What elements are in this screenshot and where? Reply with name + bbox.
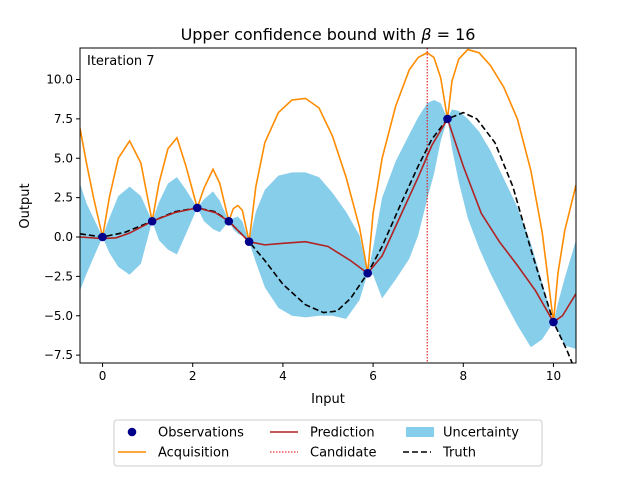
legend: Observations Acquisition Prediction Candida… xyxy=(113,419,543,467)
chart-title-beta: β xyxy=(420,25,431,44)
y-tick-label: 2.5 xyxy=(54,191,73,205)
observation-point xyxy=(443,114,452,124)
observation-point xyxy=(98,232,107,242)
x-tick-label: 4 xyxy=(279,369,287,383)
observation-point xyxy=(363,268,372,278)
uncertainty-band xyxy=(80,99,576,349)
chart-title: Upper confidence bound with β = 16 xyxy=(181,25,476,44)
observation-point xyxy=(147,216,157,226)
plot-area xyxy=(80,48,576,363)
legend-label: Truth xyxy=(442,446,476,461)
y-tick-label: 7.5 xyxy=(54,112,73,126)
x-tick-label: 0 xyxy=(99,369,107,383)
observation-point xyxy=(224,216,234,226)
legend-box xyxy=(113,419,543,467)
legend-item-uncertainty: Uncertainty xyxy=(406,426,519,441)
axes-frame xyxy=(79,47,577,364)
legend-item-candidate: Candidate xyxy=(270,446,376,461)
legend-label: Candidate xyxy=(310,446,376,461)
truth-line xyxy=(80,111,573,363)
x-tick-label: 8 xyxy=(459,369,467,383)
x-axis-label: Input xyxy=(311,392,345,407)
legend-swatch xyxy=(127,427,137,437)
y-tick-label: 10.0 xyxy=(46,73,73,87)
y-axis-label: Output xyxy=(18,183,33,228)
observation-point xyxy=(244,237,254,247)
legend-label: Observations xyxy=(158,426,244,441)
legend-label: Acquisition xyxy=(158,446,229,461)
legend-label: Uncertainty xyxy=(443,426,519,441)
x-tick-label: 2 xyxy=(189,369,197,383)
axis-ticks: 0 2 4 6 8 10 −7.5 −5.0 −2.5 0.0 2.5 5.0 7.5 10.0 xyxy=(44,73,561,384)
chart-title-suffix: = 16 xyxy=(431,25,475,44)
y-tick-label: −7.5 xyxy=(44,348,73,362)
legend-label: Prediction xyxy=(310,426,375,441)
y-tick-label: 5.0 xyxy=(54,151,73,165)
y-tick-label: −2.5 xyxy=(44,269,73,283)
prediction-line xyxy=(80,116,576,324)
x-tick-label: 10 xyxy=(546,369,561,383)
legend-item-truth: Truth xyxy=(403,446,476,461)
legend-item-acquisition: Acquisition xyxy=(118,446,229,461)
legend-swatch xyxy=(406,427,434,437)
legend-item-prediction: Prediction xyxy=(270,426,375,441)
observation-point xyxy=(549,317,558,327)
y-tick-label: −5.0 xyxy=(44,309,73,323)
chart-title-prefix: Upper confidence bound with xyxy=(181,25,422,44)
legend-item-observations: Observations xyxy=(127,426,244,441)
y-tick-label: 0.0 xyxy=(54,230,73,244)
iteration-annotation: Iteration 7 xyxy=(87,54,155,69)
acquisition-line xyxy=(80,48,576,323)
x-tick-label: 6 xyxy=(369,369,377,383)
observation-point xyxy=(192,203,202,213)
